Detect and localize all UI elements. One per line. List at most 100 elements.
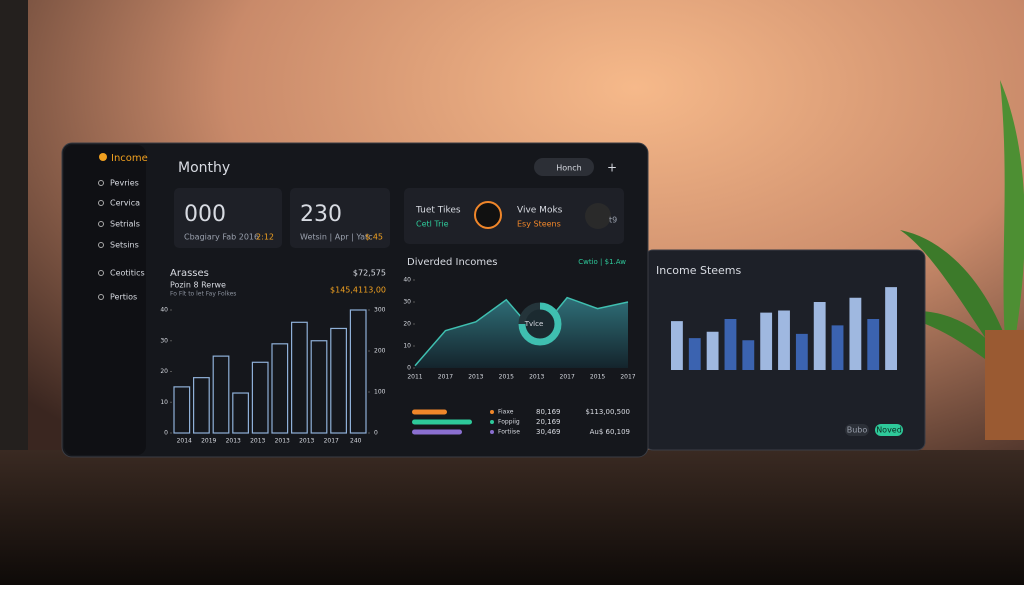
y-tick-label: 30 bbox=[160, 337, 168, 344]
bar bbox=[173, 386, 191, 434]
bar bbox=[795, 333, 808, 370]
bar-panel-amount: $72,575 bbox=[353, 269, 386, 278]
tile-title: Tuet Tikes bbox=[415, 206, 461, 216]
donut-label: Tvlce bbox=[524, 320, 544, 328]
y-tick-label: 40 bbox=[403, 277, 411, 284]
button-label[interactable]: Bubo bbox=[847, 426, 868, 435]
sidebar-item[interactable]: Pertios bbox=[110, 293, 137, 302]
button[interactable] bbox=[845, 424, 869, 436]
sidebar-item[interactable]: Pevries bbox=[110, 179, 139, 188]
y2-tick-label: 100 bbox=[374, 389, 386, 396]
y-tick-label: 10 bbox=[160, 399, 168, 406]
tile-badge: t9 bbox=[609, 216, 617, 225]
window-frame bbox=[0, 0, 28, 460]
y-tick-label: 10 bbox=[403, 343, 411, 350]
stat-extra: $.45 bbox=[365, 233, 383, 242]
y-tick-label: 20 bbox=[160, 368, 168, 375]
legend-dot bbox=[490, 430, 494, 434]
stat-value: 230 bbox=[300, 202, 342, 227]
bar bbox=[193, 377, 210, 434]
bar bbox=[724, 319, 737, 370]
y-tick-label: 40 bbox=[160, 307, 168, 314]
button[interactable] bbox=[875, 424, 903, 436]
sidebar-item[interactable]: Cervica bbox=[110, 199, 140, 208]
add-button[interactable]: + bbox=[607, 161, 617, 175]
sidebar-icon bbox=[98, 270, 104, 276]
x-tick-label: 240 bbox=[350, 438, 362, 445]
legend-total: Au$ 60,109 bbox=[590, 428, 630, 436]
x-tick-label: 2013 bbox=[299, 438, 314, 445]
legend-name: Foppiig bbox=[498, 419, 520, 426]
x-tick-label: 2014 bbox=[177, 438, 192, 445]
bar bbox=[271, 343, 289, 434]
bar bbox=[742, 340, 755, 370]
x-tick-label: 2017 bbox=[560, 374, 575, 381]
desk bbox=[0, 450, 1024, 585]
tile-icon bbox=[585, 203, 611, 229]
x-tick-label: 2013 bbox=[226, 438, 241, 445]
bar bbox=[251, 361, 269, 434]
tile-icon bbox=[474, 201, 502, 229]
stat-caption: Wetsin | Apr | Yatc bbox=[300, 233, 373, 242]
x-tick-label: 2017 bbox=[438, 374, 453, 381]
x-tick-label: 2013 bbox=[275, 438, 290, 445]
area-panel-title: Diverded Incomes bbox=[407, 257, 498, 268]
y-tick-label: 0 bbox=[164, 430, 168, 437]
brand-icon bbox=[99, 153, 107, 161]
bar bbox=[330, 327, 347, 434]
x-tick-label: 2011 bbox=[407, 374, 422, 381]
legend-dot bbox=[490, 410, 494, 414]
sidebar-item[interactable]: Setrials bbox=[110, 220, 140, 229]
sidebar-icon bbox=[98, 221, 104, 227]
legend-value: 20,169 bbox=[536, 418, 561, 426]
sidebar-icon bbox=[98, 200, 104, 206]
area-panel-legend: Cwtio | $1.Aw bbox=[578, 258, 626, 266]
y-tick-label: 30 bbox=[403, 299, 411, 306]
x-tick-label: 2013 bbox=[250, 438, 265, 445]
tile-subtitle: Cetl Trie bbox=[416, 220, 449, 229]
legend-swatch bbox=[412, 409, 447, 415]
x-tick-label: 2015 bbox=[590, 374, 605, 381]
bar-panel-total: $145,4113,00 bbox=[330, 286, 386, 295]
header-button[interactable] bbox=[534, 158, 594, 176]
legend-swatch bbox=[412, 429, 462, 435]
sidebar bbox=[64, 145, 146, 455]
bar-panel-subtitle: Pozin 8 Rerwe bbox=[170, 281, 226, 290]
button-label[interactable]: Noved bbox=[876, 426, 902, 435]
bar bbox=[671, 321, 683, 370]
bar-panel-title: Arasses bbox=[170, 268, 209, 279]
y2-tick-label: 300 bbox=[374, 307, 386, 314]
header-title: Monthy bbox=[178, 160, 230, 176]
stat-extra: 2:12 bbox=[256, 233, 274, 242]
legend-value: 80,169 bbox=[536, 408, 561, 416]
second-title: Income Steems bbox=[656, 264, 742, 277]
bar bbox=[885, 287, 897, 370]
y-tick-label: 20 bbox=[403, 321, 411, 328]
legend-name: Fortiise bbox=[498, 429, 520, 436]
sidebar-icon bbox=[98, 294, 104, 300]
bar bbox=[867, 319, 880, 370]
bar bbox=[813, 302, 826, 370]
bar bbox=[849, 297, 862, 370]
x-tick-label: 2013 bbox=[529, 374, 544, 381]
header-button-label[interactable]: Honch bbox=[556, 164, 581, 173]
x-tick-label: 2015 bbox=[499, 374, 514, 381]
bar bbox=[831, 325, 844, 370]
sidebar-icon bbox=[98, 180, 104, 186]
brand: Income bbox=[111, 153, 148, 164]
bar bbox=[778, 310, 790, 370]
bar bbox=[310, 340, 328, 434]
sidebar-item[interactable]: Ceotitics bbox=[110, 269, 145, 278]
bar-panel-note: Fo Flt to let Fay Folkes bbox=[170, 291, 236, 298]
x-tick-label: 2017 bbox=[620, 374, 635, 381]
sidebar-item[interactable]: Setsins bbox=[110, 241, 139, 250]
y-tick-label: 0 bbox=[407, 365, 411, 372]
bar bbox=[688, 338, 701, 370]
legend-total: $113,00,500 bbox=[585, 408, 630, 416]
donut bbox=[518, 302, 562, 346]
y2-tick-label: 200 bbox=[374, 348, 386, 355]
x-tick-label: 2013 bbox=[468, 374, 483, 381]
legend-value: 30,469 bbox=[536, 428, 561, 436]
x-tick-label: 2019 bbox=[201, 438, 216, 445]
legend-swatch bbox=[412, 419, 472, 425]
